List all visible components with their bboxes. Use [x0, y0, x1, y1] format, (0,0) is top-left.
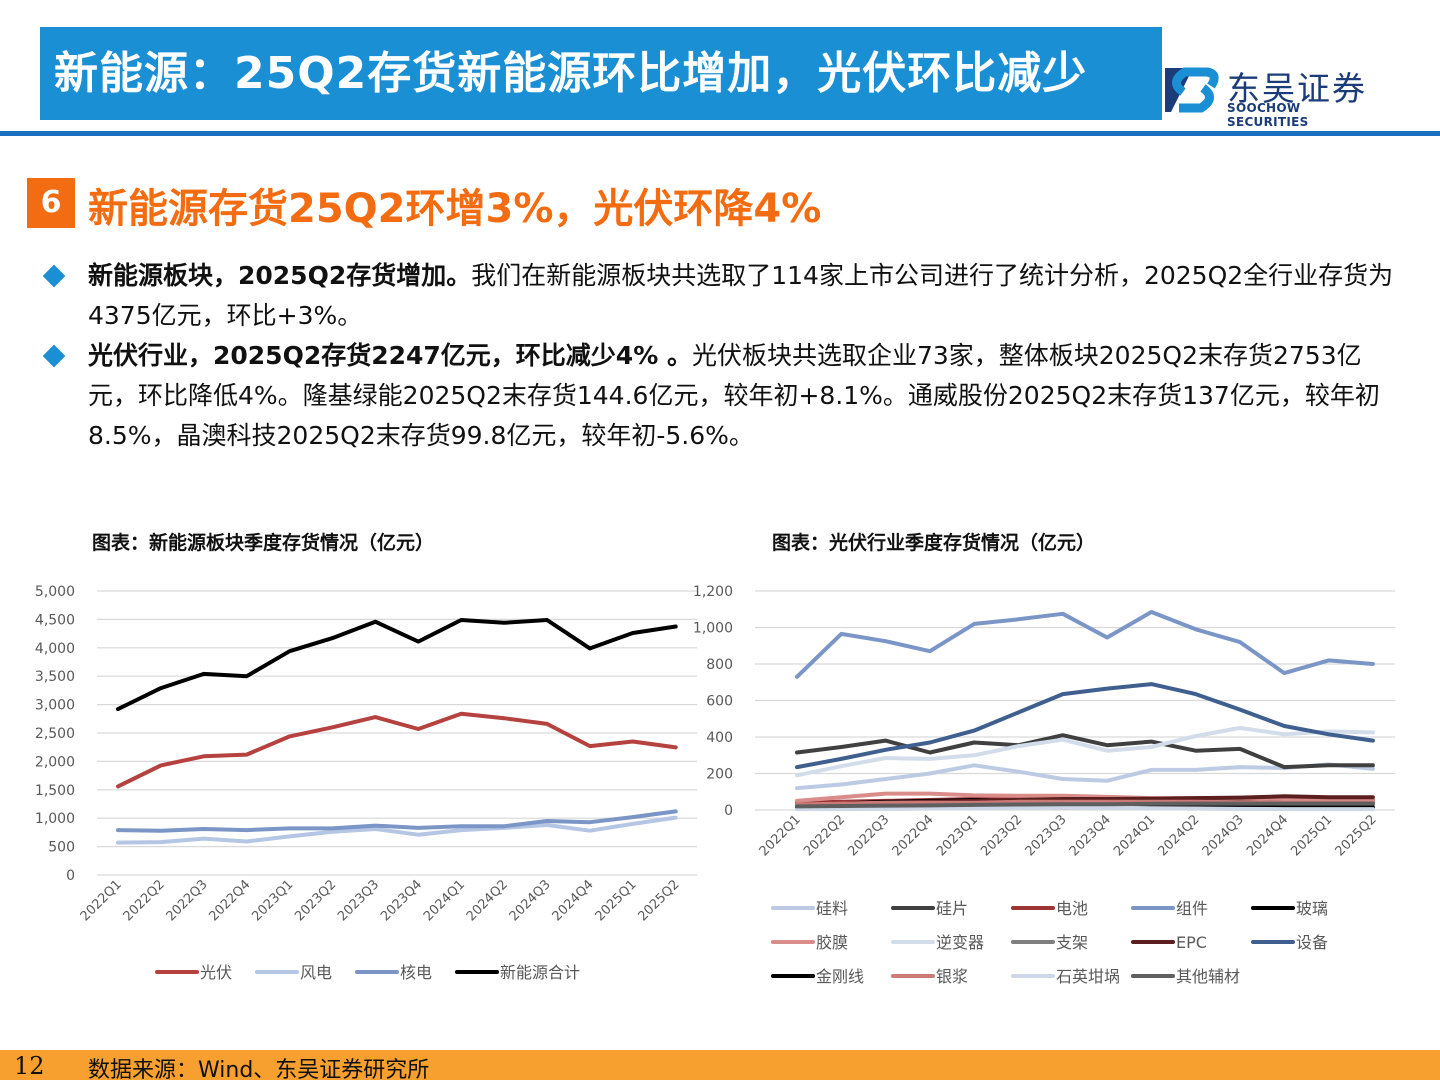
y-tick-label: 3,500: [35, 669, 75, 685]
header-rule: [0, 131, 1440, 136]
x-tick-label: 2023Q4: [1067, 812, 1114, 859]
x-tick-label: 2024Q3: [1200, 812, 1247, 859]
legend-label: 光伏: [200, 963, 232, 982]
logo: 东吴证券 SOOCHOW SECURITIES: [1163, 62, 1383, 129]
section-title: 新能源存货25Q2环增3%，光伏环降4%: [88, 186, 822, 232]
x-tick-label: 2022Q3: [164, 877, 211, 924]
legend-label: 逆变器: [936, 933, 984, 952]
x-tick-label: 2025Q2: [1333, 812, 1380, 859]
x-tick-label: 2023Q2: [292, 877, 339, 924]
x-tick-label: 2023Q1: [934, 812, 981, 859]
y-tick-label: 4,500: [35, 612, 75, 628]
y-tick-label: 5,000: [35, 584, 75, 600]
y-tick-label: 2,000: [35, 754, 75, 770]
x-tick-label: 2023Q1: [249, 877, 296, 924]
legend-label: 风电: [300, 963, 332, 982]
x-tick-label: 2025Q2: [635, 877, 682, 924]
x-tick-label: 2024Q1: [1111, 812, 1158, 859]
y-tick-label: 500: [48, 840, 75, 856]
source-note: 数据来源：Wind、东吴证券研究所: [88, 1058, 430, 1083]
x-tick-label: 2022Q1: [757, 812, 804, 859]
bullet-text: 光伏板块共选取企业73家，整体板块2025Q2末存货2753亿元，环比降低4%。…: [88, 341, 1380, 450]
x-tick-label: 2022Q2: [121, 877, 168, 924]
x-tick-label: 2022Q4: [206, 877, 253, 924]
y-tick-label: 600: [706, 694, 733, 710]
x-tick-label: 2022Q1: [78, 877, 125, 924]
chart-title-left: 图表：新能源板块季度存货情况（亿元）: [92, 532, 435, 554]
y-tick-label: 800: [706, 657, 733, 673]
logo-cn: 东吴证券: [1227, 69, 1367, 108]
y-tick-label: 0: [724, 803, 733, 819]
y-tick-label: 400: [706, 730, 733, 746]
x-tick-label: 2024Q4: [1244, 812, 1291, 859]
x-tick-label: 2023Q3: [335, 877, 382, 924]
y-tick-label: 3,000: [35, 698, 75, 714]
legend-label: 玻璃: [1296, 899, 1328, 918]
x-tick-label: 2025Q1: [1288, 812, 1335, 859]
bullet-bold: 新能源板块，2025Q2存货增加。: [88, 261, 472, 290]
series-line-组件: [795, 610, 1375, 679]
legend-label: 金刚线: [816, 967, 864, 986]
footer: 12 数据来源：Wind、东吴证券研究所: [0, 1050, 1440, 1083]
x-tick-label: 2024Q3: [507, 877, 554, 924]
legend-label: 硅片: [936, 899, 968, 918]
x-tick-label: 2024Q2: [464, 877, 511, 924]
legend-label: 胶膜: [816, 933, 848, 952]
x-tick-label: 2024Q1: [421, 877, 468, 924]
x-tick-label: 2022Q3: [845, 812, 892, 859]
legend-label: 其他辅材: [1176, 967, 1240, 986]
y-tick-label: 2,500: [35, 726, 75, 742]
series-line-硅料: [795, 762, 1375, 791]
legend-label: 硅料: [816, 899, 848, 918]
y-tick-label: 1,000: [35, 811, 75, 827]
bullet-text: 我们在新能源板块共选取了114家上市公司进行了统计分析，2025Q2全行业存货为…: [88, 261, 1394, 330]
series-line-硅片: [795, 733, 1375, 770]
y-tick-label: 1,000: [693, 621, 733, 637]
legend-label: 新能源合计: [500, 963, 580, 982]
logo-icon: [1165, 67, 1219, 113]
legend-label: 银浆: [936, 967, 968, 986]
x-tick-label: 2024Q2: [1155, 812, 1202, 859]
logo-en: SOOCHOW SECURITIES: [1227, 101, 1309, 129]
bullet-2: 光伏行业，2025Q2存货2247亿元，环比减少4% 。光伏板块共选取企业73家…: [42, 336, 1396, 456]
legend-label: 电池: [1056, 899, 1088, 918]
y-tick-label: 0: [66, 868, 75, 884]
x-tick-label: 2024Q4: [550, 877, 597, 924]
legend-label: 核电: [400, 963, 432, 982]
x-tick-label: 2023Q4: [378, 877, 425, 924]
legend-label: 设备: [1296, 933, 1328, 952]
series-line-设备: [795, 682, 1375, 770]
chart-title-right: 图表：光伏行业季度存货情况（亿元）: [772, 532, 1096, 554]
y-tick-label: 4,000: [35, 641, 75, 657]
x-tick-label: 2023Q3: [1023, 812, 1070, 859]
section-number: 6: [27, 178, 75, 228]
y-tick-label: 1,200: [693, 584, 733, 600]
series-line-光伏: [116, 711, 678, 789]
series-line-胶膜: [795, 791, 1375, 803]
series-line-石英坩埚: [795, 805, 1375, 812]
legend-label: 组件: [1176, 899, 1208, 918]
legend-label: EPC: [1176, 933, 1207, 952]
series-line-核电: [116, 809, 678, 833]
x-tick-label: 2025Q1: [593, 877, 640, 924]
series-line-其他辅材: [795, 801, 1375, 809]
bullet-1: 新能源板块，2025Q2存货增加。我们在新能源板块共选取了114家上市公司进行了…: [42, 256, 1396, 336]
x-tick-label: 2022Q4: [890, 812, 937, 859]
x-tick-label: 2023Q2: [978, 812, 1025, 859]
legend-label: 石英坩埚: [1056, 967, 1120, 986]
charts: 0 500 1,000 1,500 2,000 2,500 3,000 3,500 4,000 4…: [35, 584, 1395, 986]
bullet-bold: 光伏行业，2025Q2存货2247亿元，环比减少4% 。: [88, 341, 692, 370]
page-number: 12: [14, 1052, 45, 1080]
y-tick-label: 1,500: [35, 783, 75, 799]
y-tick-label: 200: [706, 767, 733, 783]
x-tick-label: 2022Q2: [801, 812, 848, 859]
series-line-风电: [116, 815, 678, 845]
slide-title: 新能源：25Q2存货新能源环比增加，光伏环比减少: [40, 27, 1162, 120]
series-line-新能源合计: [116, 618, 678, 712]
series-line-逆变器: [795, 725, 1375, 778]
legend-label: 支架: [1056, 933, 1088, 952]
